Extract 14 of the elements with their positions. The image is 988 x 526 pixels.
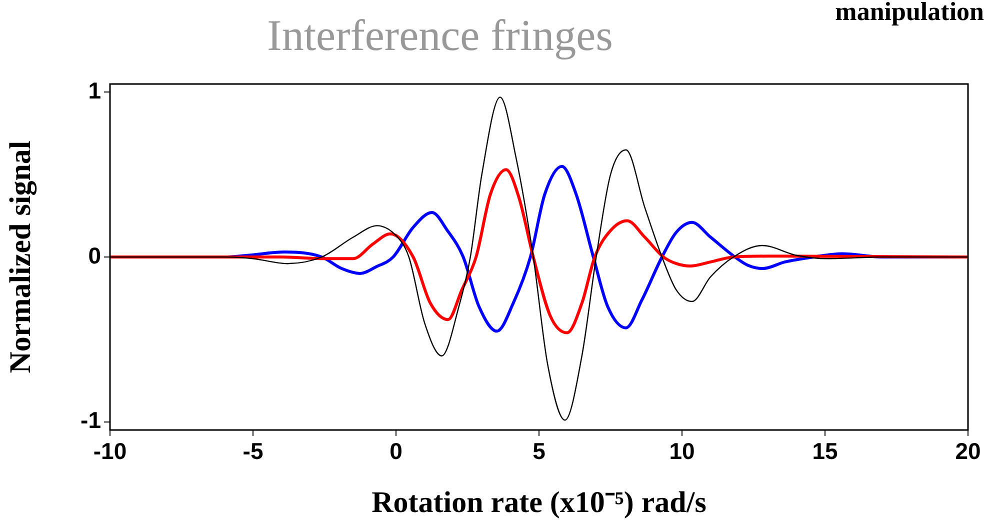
y-tick-label: 1 bbox=[88, 78, 102, 104]
x-tick-label: -10 bbox=[93, 438, 127, 464]
y-tick-label: 0 bbox=[88, 242, 101, 268]
chart-title: Interference fringes bbox=[267, 11, 613, 60]
x-tick-label: 15 bbox=[812, 438, 838, 464]
x-tick-label: -5 bbox=[242, 438, 264, 464]
x-axis-title: Rotation rate (x10⁻⁵) rad/s bbox=[372, 486, 706, 519]
x-tick-label: 5 bbox=[532, 438, 546, 464]
y-axis-title: Normalized signal bbox=[4, 140, 37, 374]
x-tick-label: 0 bbox=[390, 438, 402, 464]
text: manipulation bbox=[835, 0, 985, 26]
y-tick-label: -1 bbox=[80, 407, 102, 434]
x-tick-label: 10 bbox=[669, 438, 695, 464]
x-tick-label: 20 bbox=[955, 438, 981, 464]
